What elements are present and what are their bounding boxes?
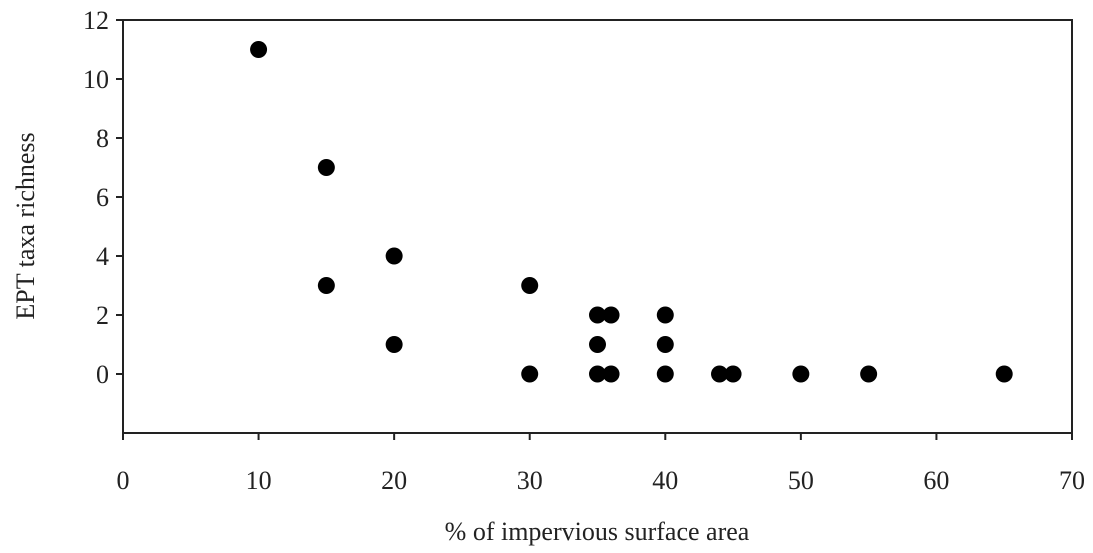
y-tick-label: 12 [83,6,109,35]
y-axis: 0 2 4 6 8 10 12 [83,6,123,389]
y-tick-label: 0 [96,360,109,389]
y-axis-title: EPT taxa richness [11,132,40,319]
x-tick-label: 10 [246,466,272,495]
data-point [589,306,606,324]
data-point [602,306,620,324]
data-point [656,336,674,353]
data-point [521,277,539,294]
x-tick-label: 20 [381,466,407,495]
y-tick-label: 8 [96,124,109,153]
x-tick-label: 40 [652,466,678,495]
x-tick-label: 60 [923,466,949,495]
x-axis-title: % of impervious surface area [445,517,750,546]
plot-frame [122,19,1073,434]
data-point [860,365,878,383]
data-point [589,365,606,383]
data-point [792,365,810,383]
data-point [589,336,606,353]
y-tick-label: 10 [83,65,109,94]
data-point [250,41,268,58]
data-point [385,336,403,353]
data-point [317,277,335,294]
x-tick-label: 70 [1059,466,1085,495]
data-point [995,365,1013,383]
data-points [250,41,1013,383]
data-point [656,306,674,324]
data-point [656,365,674,383]
y-tick-label: 2 [96,301,109,330]
data-point [602,365,620,383]
x-tick-label: 50 [788,466,814,495]
data-point [317,159,335,176]
x-tick-label: 30 [517,466,543,495]
data-point [711,365,729,383]
y-tick-label: 6 [96,183,109,212]
x-axis: 0 10 20 30 40 50 60 70 [117,433,1085,495]
y-tick-label: 4 [96,242,109,271]
data-point [521,365,539,383]
data-point [724,365,742,383]
data-point [385,247,403,265]
x-tick-label: 0 [117,466,130,495]
